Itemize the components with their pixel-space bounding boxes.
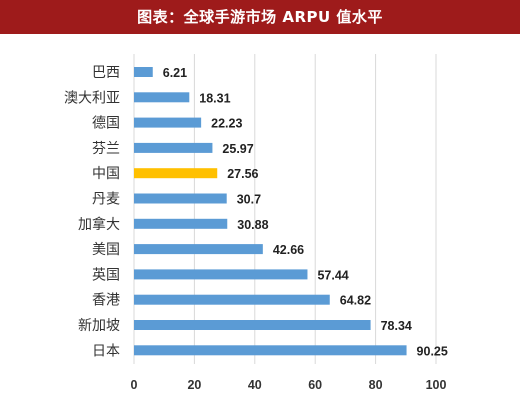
category-label: 香港 (92, 293, 120, 309)
bar (134, 269, 308, 280)
x-tick-label: 80 (369, 378, 383, 392)
x-tick-label: 100 (426, 378, 447, 392)
data-label: 27.56 (227, 167, 258, 181)
x-tick-label: 0 (131, 378, 138, 392)
data-label: 57.44 (317, 268, 348, 282)
x-tick-label: 40 (248, 378, 262, 392)
category-label: 芬兰 (92, 141, 120, 157)
data-label: 30.88 (237, 218, 268, 232)
data-label: 25.97 (222, 142, 253, 156)
x-tick-label: 60 (308, 378, 322, 392)
category-label: 新加坡 (78, 318, 120, 334)
data-label: 64.82 (340, 294, 371, 308)
bar (134, 92, 190, 103)
bar (134, 117, 202, 128)
bar (134, 345, 407, 356)
bar (134, 193, 227, 204)
bar (134, 218, 228, 229)
data-label: 78.34 (381, 319, 412, 333)
data-label: 30.7 (237, 193, 261, 207)
data-label: 42.66 (273, 243, 304, 257)
category-label: 美国 (92, 242, 120, 258)
bars (134, 67, 407, 356)
data-label: 90.25 (417, 344, 448, 358)
data-label: 18.31 (199, 91, 230, 105)
gridlines (133, 54, 437, 364)
value-labels: 6.21 18.31 22.23 25.97 27.56 30.7 30.88 42.66 57… (163, 66, 448, 358)
category-label: 日本 (92, 343, 120, 359)
data-label: 6.21 (163, 66, 187, 80)
bar (134, 168, 218, 179)
category-label: 德国 (92, 116, 120, 132)
bar (134, 67, 153, 77)
category-label: 巴西 (92, 65, 120, 81)
category-label: 加拿大 (78, 216, 120, 233)
category-label: 丹麦 (92, 192, 120, 208)
category-label: 澳大利亚 (64, 90, 120, 106)
category-label: 英国 (92, 266, 120, 283)
bar (134, 142, 213, 153)
chart-title: 图表：全球手游市场 ARPU 值水平 (0, 0, 520, 34)
x-axis-ticks: 0 20 40 60 80 100 (131, 378, 447, 392)
bar (134, 294, 330, 305)
data-label: 22.23 (211, 117, 242, 131)
bar (134, 320, 371, 330)
category-label: 中国 (92, 166, 120, 182)
bar (134, 244, 263, 255)
x-tick-label: 20 (187, 378, 201, 392)
